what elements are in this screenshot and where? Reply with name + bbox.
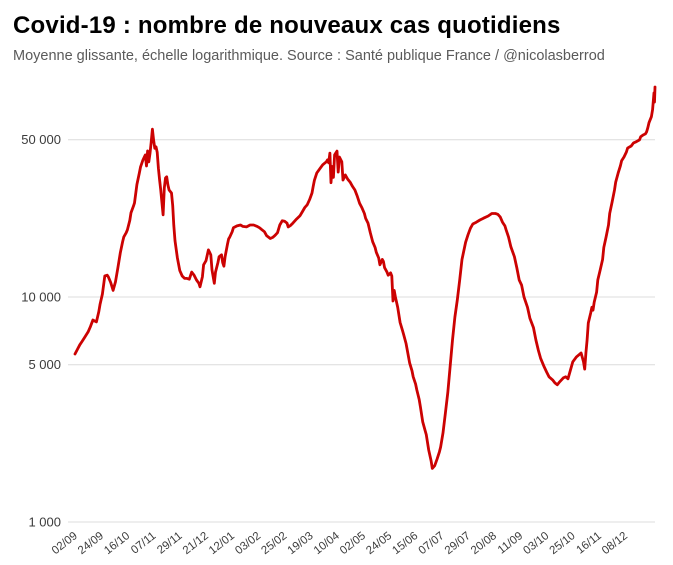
x-tick-label: 19/03 bbox=[286, 530, 316, 557]
x-tick-label: 02/09 bbox=[50, 530, 80, 557]
x-tick-label: 16/11 bbox=[574, 530, 603, 557]
x-tick-label: 08/12 bbox=[600, 530, 630, 557]
chart-subtitle: Moyenne glissante, échelle logarithmique… bbox=[13, 48, 605, 64]
x-tick-label: 11/09 bbox=[496, 530, 525, 557]
y-tick-label: 50 000 bbox=[21, 132, 61, 147]
y-tick-label: 10 000 bbox=[21, 290, 61, 305]
y-tick-label: 1 000 bbox=[28, 515, 61, 530]
chart-title: Covid-19 : nombre de nouveaux cas quotid… bbox=[13, 12, 561, 39]
x-tick-label: 15/06 bbox=[390, 530, 420, 557]
x-tick-label: 07/07 bbox=[417, 530, 447, 557]
x-tick-label: 20/08 bbox=[469, 530, 499, 557]
x-tick-label: 25/02 bbox=[259, 530, 289, 557]
x-tick-label: 25/10 bbox=[548, 530, 578, 557]
x-tick-label: 07/11 bbox=[129, 530, 158, 557]
x-tick-label: 24/05 bbox=[364, 530, 394, 557]
x-tick-label: 02/05 bbox=[338, 530, 368, 557]
y-tick-label: 5 000 bbox=[28, 357, 61, 372]
x-tick-label: 03/10 bbox=[521, 530, 551, 557]
x-tick-label: 21/12 bbox=[181, 530, 211, 557]
x-tick-label: 24/09 bbox=[76, 530, 106, 557]
x-tick-label: 10/04 bbox=[312, 530, 343, 558]
series-line-nouveaux bbox=[73, 85, 657, 470]
x-tick-label: 29/07 bbox=[443, 530, 473, 557]
x-tick-label: 12/01 bbox=[207, 530, 237, 557]
x-tick-label: 29/11 bbox=[155, 530, 184, 557]
x-tick-label: 03/02 bbox=[233, 530, 263, 557]
x-tick-label: 16/10 bbox=[102, 530, 132, 557]
